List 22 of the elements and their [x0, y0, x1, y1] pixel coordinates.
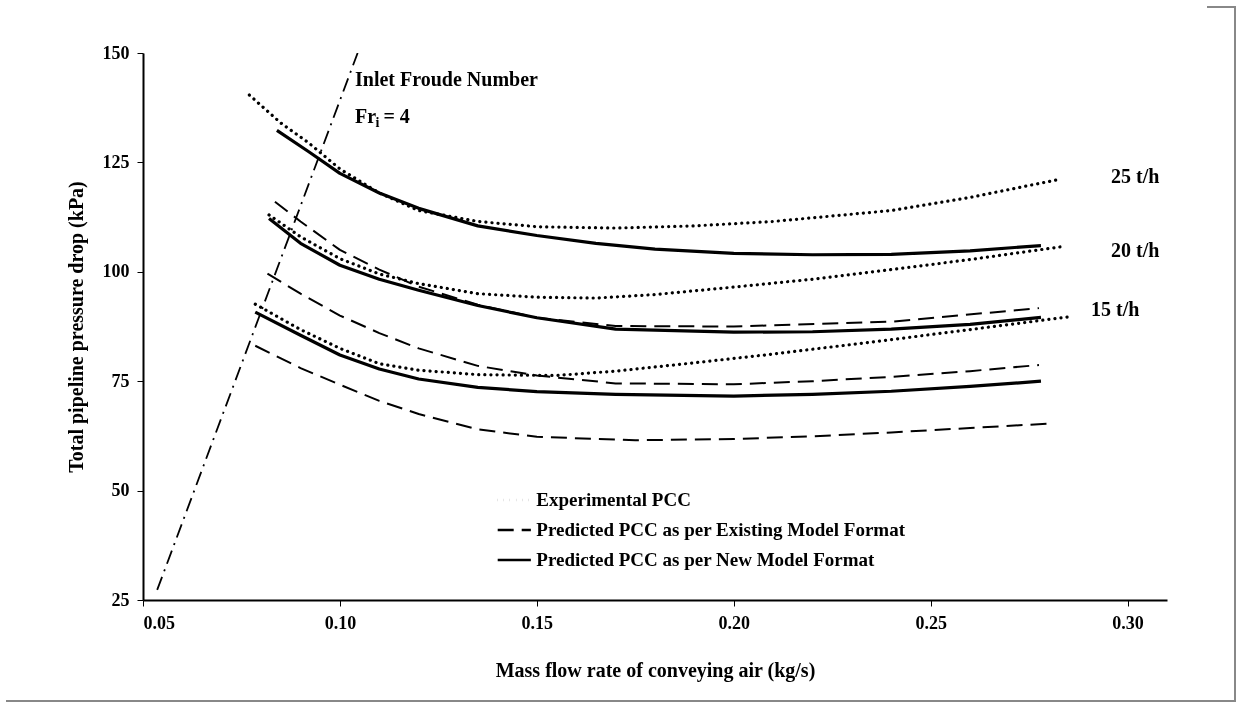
x-axis-title: Mass flow rate of conveying air (kg/s) — [495, 658, 816, 682]
y-tick-label: 125 — [102, 151, 130, 172]
legend-label: Predicted PCC as per New Model Format — [536, 549, 875, 570]
annotation: 15 t/h — [1091, 298, 1140, 320]
x-tick-label: 0.15 — [521, 612, 554, 633]
y-tick-label: 25 — [111, 589, 130, 610]
annotation: 20 t/h — [1111, 239, 1160, 261]
x-tick-label: 0.05 — [143, 612, 175, 633]
x-tick-label: 0.25 — [915, 612, 947, 633]
x-tick-label: 0.30 — [1112, 612, 1144, 633]
legend-label: Predicted PCC as per Existing Model Format — [536, 519, 906, 540]
x-tick-label: 0.10 — [324, 612, 357, 633]
x-tick-label: 0.20 — [718, 612, 751, 633]
line-series — [254, 344, 1050, 442]
y-axis-title: Total pipeline pressure drop (kPa) — [64, 181, 88, 473]
y-tick-label: 150 — [102, 42, 130, 63]
legend-label: Experimental PCC — [536, 489, 691, 510]
annotation: 25 t/h — [1111, 165, 1160, 187]
y-tick-label: 100 — [102, 261, 130, 282]
y-tick-label: 50 — [111, 480, 130, 501]
annotation: Inlet Froude Number — [355, 68, 539, 90]
y-tick-label: 75 — [111, 370, 130, 391]
